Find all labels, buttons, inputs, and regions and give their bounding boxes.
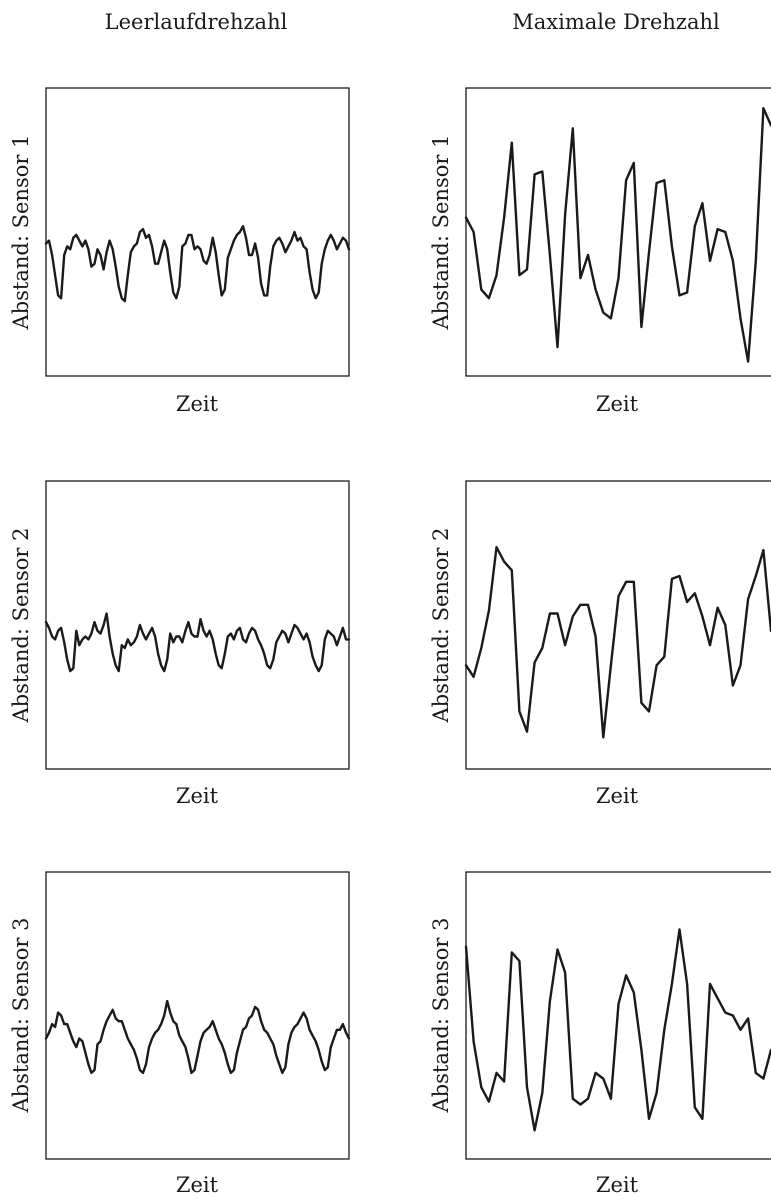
y-axis-label: Abstand: Sensor 3 <box>9 918 33 1114</box>
series-line <box>464 928 771 1132</box>
x-axis-label: Zeit <box>176 1173 219 1197</box>
series-line <box>44 225 351 303</box>
series-line <box>464 107 771 363</box>
column-title-idle: Leerlaufdrehzahl <box>104 10 288 34</box>
plot-frame <box>45 87 350 377</box>
panel-sensor2-max: Zeit Abstand: Sensor 2 <box>429 480 771 808</box>
x-axis-label: Zeit <box>176 392 219 416</box>
panel-sensor1-max: Zeit Abstand: Sensor 1 <box>429 87 771 416</box>
panel-sensor1-idle: Zeit Abstand: Sensor 1 <box>9 87 351 416</box>
plot-frame <box>45 871 350 1160</box>
x-axis-label: Zeit <box>596 1173 639 1197</box>
panel-sensor3-max: Zeit Abstand: Sensor 3 <box>429 871 771 1197</box>
panel-sensor3-idle: Zeit Abstand: Sensor 3 <box>9 871 351 1197</box>
series-line <box>44 612 351 673</box>
x-axis-label: Zeit <box>596 392 639 416</box>
series-line <box>44 999 351 1075</box>
y-axis-label: Abstand: Sensor 1 <box>429 135 453 331</box>
x-axis-label: Zeit <box>596 784 639 808</box>
x-axis-label: Zeit <box>176 784 219 808</box>
plot-frame <box>465 480 771 770</box>
y-axis-label: Abstand: Sensor 2 <box>9 528 33 724</box>
plot-frame <box>465 87 771 377</box>
column-title-max: Maximale Drehzahl <box>512 10 720 34</box>
plot-frame <box>465 871 771 1160</box>
series-line <box>464 546 771 739</box>
y-axis-label: Abstand: Sensor 3 <box>429 918 453 1114</box>
y-axis-label: Abstand: Sensor 1 <box>9 135 33 331</box>
y-axis-label: Abstand: Sensor 2 <box>429 528 453 724</box>
plot-frame <box>45 480 350 770</box>
panel-sensor2-idle: Zeit Abstand: Sensor 2 <box>9 480 351 808</box>
